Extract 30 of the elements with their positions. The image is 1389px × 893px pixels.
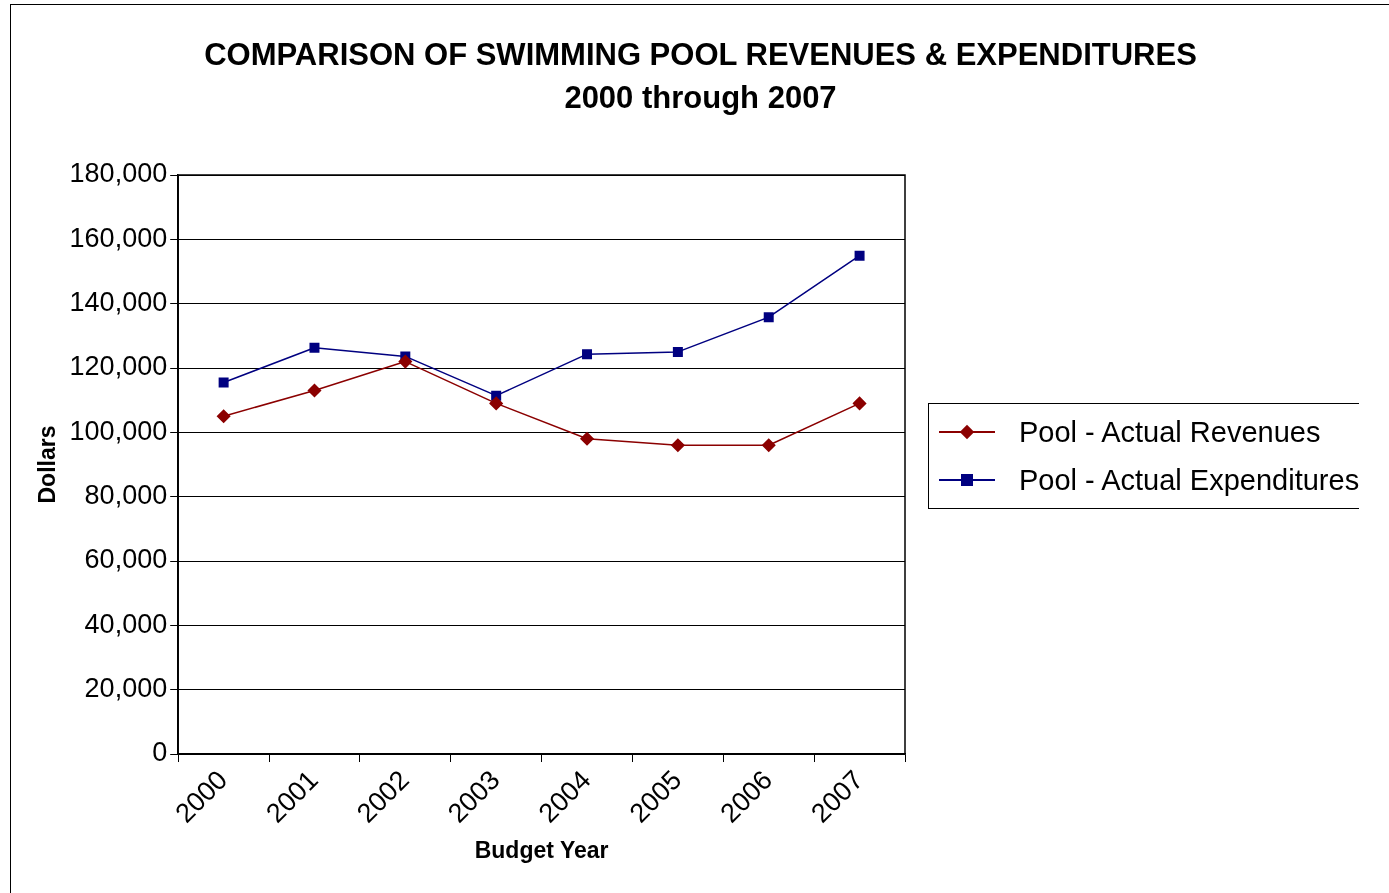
point	[671, 438, 685, 452]
y-axis-title: Dollars	[34, 425, 61, 504]
legend-label: Pool - Actual Revenues	[1019, 415, 1321, 449]
y-tick-label: 120,000	[69, 351, 168, 382]
y-tick-label: 140,000	[69, 287, 168, 318]
point	[854, 250, 865, 261]
point	[218, 377, 229, 388]
point	[309, 342, 320, 353]
legend-label: Pool - Actual Expenditures	[1019, 463, 1360, 497]
y-tick-label: 0	[152, 737, 168, 768]
x-axis-title: Budget Year	[474, 836, 609, 863]
point	[582, 349, 593, 360]
chart-subtitle: 2000 through 2007	[563, 79, 838, 117]
point	[398, 354, 413, 369]
chart-title: COMPARISON OF SWIMMING POOL REVENUES & EXPENDITURES	[203, 36, 1198, 74]
point	[216, 409, 231, 424]
y-tick-label: 180,000	[69, 158, 168, 189]
y-tick-label: 60,000	[84, 544, 168, 575]
point	[672, 346, 683, 357]
y-tick-label: 80,000	[84, 480, 168, 511]
point	[580, 432, 594, 446]
point	[852, 396, 867, 411]
point	[763, 312, 774, 323]
point	[761, 438, 776, 452]
y-tick-label: 40,000	[84, 608, 168, 639]
y-tick-label: 160,000	[69, 222, 168, 253]
y-tick-label: 20,000	[84, 673, 168, 704]
y-tick-label: 100,000	[69, 415, 168, 446]
point	[489, 396, 503, 411]
point	[307, 383, 322, 398]
